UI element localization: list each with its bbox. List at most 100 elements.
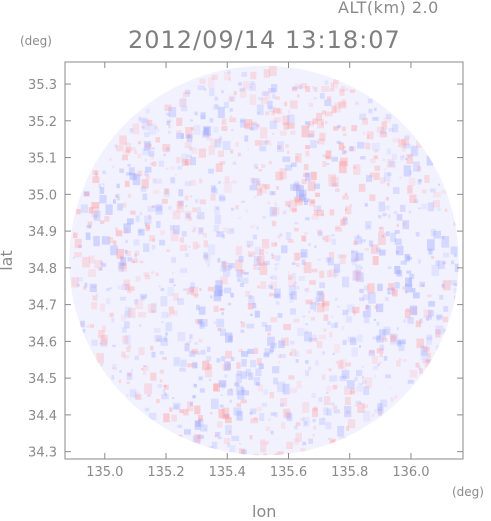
field-cell bbox=[122, 335, 129, 344]
field-cell bbox=[428, 248, 433, 255]
field-cell bbox=[264, 184, 270, 190]
field-cell bbox=[368, 350, 375, 357]
field-cell bbox=[356, 385, 363, 392]
field-cell bbox=[240, 371, 248, 379]
field-cell bbox=[402, 286, 405, 290]
field-cell bbox=[194, 111, 198, 116]
field-cell bbox=[106, 298, 111, 305]
field-cell bbox=[289, 199, 297, 212]
field-cell bbox=[374, 408, 382, 414]
field-cell bbox=[274, 242, 278, 246]
field-cell bbox=[403, 319, 406, 323]
field-cell bbox=[134, 299, 138, 305]
field-cell bbox=[305, 299, 313, 305]
field-cell bbox=[242, 80, 250, 90]
field-cell bbox=[149, 143, 152, 147]
field-cell bbox=[267, 201, 271, 205]
field-cell bbox=[293, 437, 300, 445]
field-cell bbox=[232, 180, 237, 184]
field-cell bbox=[183, 92, 190, 97]
field-cell bbox=[377, 335, 381, 340]
field-cell bbox=[227, 389, 234, 396]
field-cell bbox=[390, 335, 397, 342]
field-cell bbox=[364, 247, 369, 251]
field-cell bbox=[181, 158, 189, 167]
field-cell bbox=[311, 85, 315, 90]
field-cell bbox=[271, 275, 278, 280]
field-cell bbox=[288, 285, 296, 296]
field-cell bbox=[140, 294, 148, 299]
field-cell bbox=[305, 323, 309, 326]
field-cell bbox=[403, 358, 407, 362]
field-cell bbox=[378, 329, 386, 339]
field-cell bbox=[171, 271, 175, 275]
field-cell bbox=[331, 234, 335, 237]
field-cell bbox=[157, 383, 163, 388]
field-cell bbox=[362, 294, 370, 301]
field-cell bbox=[437, 207, 441, 212]
field-cell bbox=[173, 404, 179, 410]
field-cell bbox=[279, 168, 287, 180]
field-cell bbox=[303, 198, 310, 203]
field-cell bbox=[184, 210, 192, 220]
field-cell bbox=[374, 305, 378, 309]
field-cell bbox=[184, 181, 192, 187]
field-cell bbox=[249, 254, 252, 257]
field-cell bbox=[268, 284, 273, 289]
field-cell bbox=[421, 203, 428, 210]
field-cell bbox=[72, 256, 75, 259]
field-cell bbox=[222, 141, 231, 151]
field-cell bbox=[249, 127, 254, 131]
field-cell bbox=[321, 301, 326, 308]
field-cell bbox=[387, 172, 392, 176]
field-cell bbox=[235, 204, 239, 210]
field-cell bbox=[134, 355, 140, 361]
field-cell bbox=[189, 402, 193, 407]
field-cell bbox=[415, 382, 423, 391]
field-cell bbox=[416, 338, 424, 349]
field-cell bbox=[210, 295, 213, 299]
field-cell bbox=[321, 110, 327, 115]
field-cell bbox=[168, 306, 175, 315]
field-cell bbox=[355, 252, 364, 261]
field-cell bbox=[367, 98, 373, 104]
field-cell bbox=[394, 230, 400, 234]
field-cell bbox=[378, 226, 384, 233]
field-cell bbox=[420, 345, 428, 356]
field-cell bbox=[272, 207, 280, 215]
field-cell bbox=[106, 287, 110, 292]
field-cell bbox=[324, 99, 332, 106]
field-cell bbox=[386, 288, 390, 291]
field-cell bbox=[221, 311, 224, 316]
field-cell bbox=[241, 200, 245, 204]
field-cell bbox=[160, 338, 168, 346]
field-cell bbox=[233, 91, 237, 96]
field-cell bbox=[80, 320, 85, 328]
field-cell bbox=[205, 254, 211, 264]
field-cell bbox=[274, 412, 278, 418]
field-cell bbox=[319, 132, 326, 141]
field-cell bbox=[331, 156, 338, 162]
field-cell bbox=[301, 259, 306, 266]
field-cell bbox=[230, 228, 234, 233]
field-cell bbox=[274, 292, 281, 298]
field-cell bbox=[377, 283, 383, 292]
field-cell bbox=[325, 111, 333, 117]
field-cell bbox=[429, 188, 436, 193]
field-cell bbox=[285, 411, 292, 419]
field-cell bbox=[88, 207, 94, 214]
field-cell bbox=[277, 354, 282, 359]
field-cell bbox=[372, 336, 378, 340]
field-cell bbox=[189, 195, 192, 198]
field-cell bbox=[319, 270, 325, 279]
field-cell bbox=[141, 179, 149, 189]
field-cell bbox=[310, 200, 316, 204]
field-cell bbox=[211, 187, 218, 194]
field-cell bbox=[166, 147, 170, 150]
field-cell bbox=[327, 96, 331, 101]
field-cell bbox=[405, 308, 411, 312]
field-cell bbox=[94, 259, 103, 269]
field-cell bbox=[179, 98, 187, 108]
field-cell bbox=[214, 214, 222, 225]
field-cell bbox=[442, 262, 445, 265]
